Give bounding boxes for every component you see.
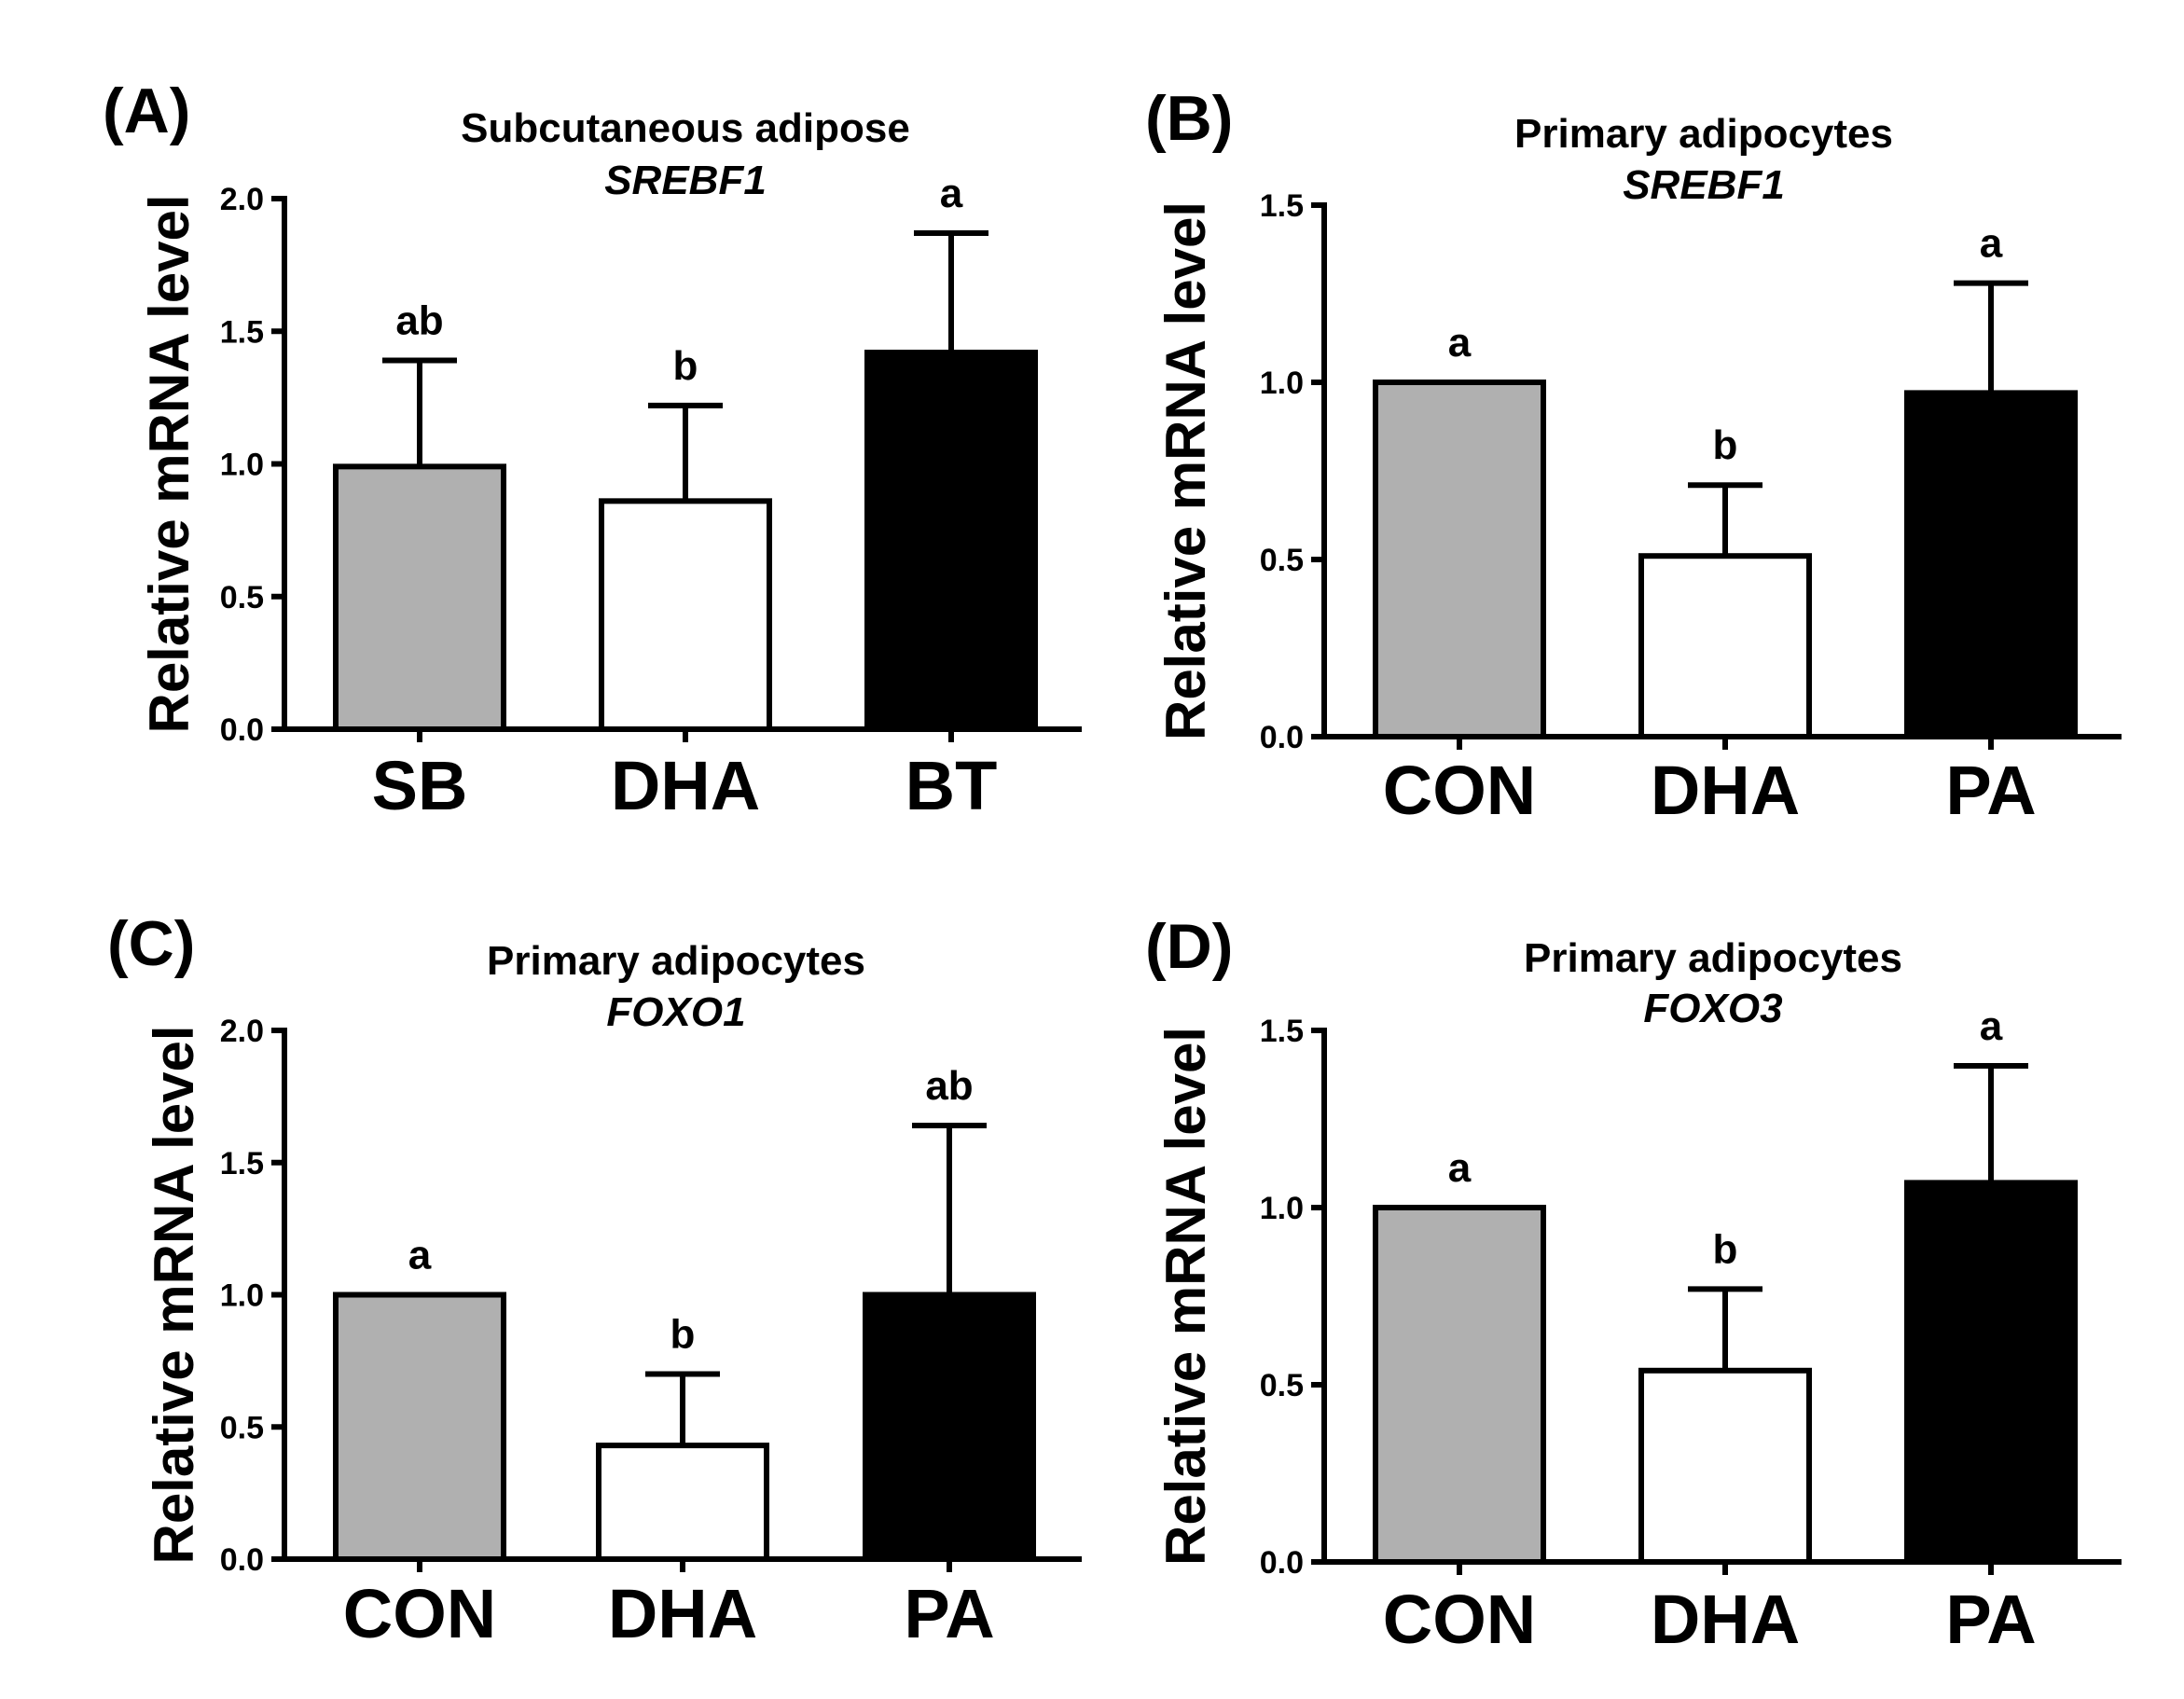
bar	[1638, 1367, 1812, 1566]
bar	[596, 1443, 769, 1562]
bar	[1373, 1205, 1546, 1565]
significance-label: b	[1713, 1226, 1738, 1272]
y-tick-label: 2.0	[220, 1014, 264, 1049]
significance-label: a	[1980, 1003, 2003, 1049]
y-tick-label: 1.0	[220, 448, 264, 483]
chart-title: Primary adipocytes	[1524, 935, 1902, 981]
bar	[1638, 553, 1812, 740]
significance-label: a	[1448, 320, 1472, 366]
y-tick-label: 1.0	[1260, 1191, 1304, 1226]
significance-label: a	[940, 171, 963, 216]
chart-panel-d: (D) Primary adipocytes FOXO3 Relative mRNA …	[1145, 911, 2122, 1658]
y-axis-label: Relative mRNA level	[1154, 1027, 1217, 1566]
chart-subtitle: FOXO3	[1643, 986, 1782, 1031]
chart-subtitle: SREBF1	[1623, 162, 1785, 208]
y-axis-label: Relative mRNA level	[138, 194, 200, 733]
bar	[599, 498, 772, 733]
y-axis-label: Relative mRNA level	[143, 1025, 205, 1564]
x-tick-label: DHA	[611, 747, 760, 824]
y-tick-label: 0.0	[220, 712, 264, 748]
y-tick-label: 0.5	[220, 580, 264, 615]
y-tick-label: 2.0	[220, 182, 264, 217]
bar	[863, 1292, 1036, 1562]
y-tick-label: 1.5	[1260, 188, 1304, 224]
y-tick-label: 1.0	[220, 1278, 264, 1314]
chart-panel-c: (C) Primary adipocytes FOXO1 Relative mRNA …	[107, 908, 1082, 1652]
y-tick-label: 1.5	[220, 1146, 264, 1181]
significance-label: b	[1713, 422, 1738, 468]
panel-label: (A)	[103, 76, 190, 146]
x-tick-label: PA	[904, 1575, 994, 1652]
bar	[1373, 380, 1546, 739]
panel-label: (B)	[1145, 83, 1233, 154]
y-tick-label: 0.0	[220, 1542, 264, 1578]
y-tick-label: 0.5	[220, 1410, 264, 1445]
chart-title: Primary adipocytes	[487, 938, 865, 984]
x-tick-label: SB	[372, 747, 468, 824]
y-tick-label: 1.5	[1260, 1014, 1304, 1049]
x-tick-label: CON	[1383, 752, 1536, 829]
bar	[1904, 390, 2078, 739]
significance-label: a	[1448, 1145, 1472, 1191]
x-tick-label: DHA	[1651, 752, 1800, 829]
significance-label: ab	[395, 298, 443, 344]
panel-label: (C)	[107, 908, 195, 979]
x-tick-label: BT	[905, 747, 998, 824]
y-tick-label: 0.5	[1260, 543, 1304, 578]
chart-title: Primary adipocytes	[1514, 111, 1893, 157]
significance-label: a	[1980, 221, 2003, 267]
chart-panel-a: (A) Subcutaneous adipose SREBF1 Relative mR…	[103, 76, 1082, 824]
bar	[1904, 1180, 2078, 1566]
x-tick-label: PA	[1945, 1581, 2036, 1658]
y-tick-label: 1.0	[1260, 366, 1304, 401]
chart-panel-b: (B) Primary adipocytes SREBF1 Relative mRNA…	[1145, 83, 2122, 829]
bar	[333, 463, 506, 732]
chart-subtitle: FOXO1	[606, 989, 745, 1035]
bar	[333, 1292, 506, 1562]
significance-label: ab	[925, 1063, 973, 1109]
y-tick-label: 1.5	[220, 314, 264, 350]
x-tick-label: DHA	[608, 1575, 757, 1652]
chart-subtitle: SREBF1	[604, 158, 767, 203]
y-axis-label: Relative mRNA level	[1154, 201, 1217, 740]
y-tick-label: 0.0	[1260, 1545, 1304, 1581]
chart-title: Subcutaneous adipose	[461, 105, 910, 151]
x-tick-label: DHA	[1651, 1581, 1800, 1658]
bar	[864, 350, 1038, 732]
x-tick-label: CON	[343, 1575, 496, 1652]
y-tick-label: 0.5	[1260, 1368, 1304, 1403]
significance-label: a	[408, 1233, 432, 1278]
y-tick-label: 0.0	[1260, 720, 1304, 755]
panel-label: (D)	[1145, 911, 1233, 982]
significance-label: b	[673, 343, 698, 389]
significance-label: b	[670, 1312, 696, 1358]
x-tick-label: CON	[1383, 1581, 1536, 1658]
x-tick-label: PA	[1945, 752, 2036, 829]
